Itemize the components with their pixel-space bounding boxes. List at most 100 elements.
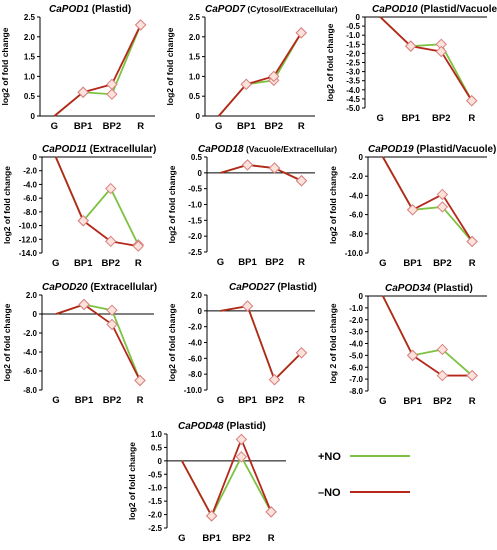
data-point-minus-no [435,45,447,58]
data-point-plus-no [106,304,118,316]
y-tick-label: -8.0 [23,208,37,217]
x-category-label: BP2 [265,395,283,406]
data-point-minus-no [77,86,89,98]
chart-panel-capod11: CaPOD11 (Extracellular) 0 -2.0 -4.0 -6.0 -8.0… [2,144,156,269]
x-category-label: G [377,113,384,124]
x-category-label: G [217,395,224,406]
x-category-label: G [379,396,386,407]
series-line-minus-no [220,305,303,382]
chart-panel-capod20: CaPOD20 (Extracellular) 2.0 0 -2.0 -4.0 -6.0 -… [2,282,157,406]
y-tick-label: 0 [33,310,38,319]
chart-panels: CaPOD1 (Plastid) 0 0.5 1.0 1.5 2.0 2.5 log2 of … [0,4,497,544]
chart-panel-capod1: CaPOD1 (Plastid) 0 0.5 1.0 1.5 2.0 2.5 log2 of … [0,4,155,132]
chart-title: CaPOD34 (Plastid) [385,283,473,294]
series-line-plus-no [382,156,473,243]
series-line-minus-no [379,16,473,102]
data-point-plus-no [436,201,449,213]
y-tick-label: -0.5 [188,185,202,194]
chart-title-gene: CaPOD27 [229,282,275,293]
x-category-label: G [52,395,59,406]
series-line-minus-no [220,164,302,182]
y-axis-label: log2 of fold change [167,303,177,381]
x-category-label: G [52,258,59,269]
chart-title: CaPOD10 (Plastid/Vacuole) [372,4,497,15]
x-category-label: G [217,257,224,268]
y-tick-label: -1.5 [346,40,360,49]
y-axis-label: log2 of fold change [328,166,338,244]
chart-title-gene: CaPOD10 [372,4,418,15]
chart-title-gene: CaPOD48 [178,421,224,432]
data-point-minus-no [268,374,281,386]
chart-title-location: (Extracellular) [87,144,156,155]
y-tick-label: 0 [359,153,364,162]
x-category-label: R [469,396,476,407]
x-category-label: BP2 [102,258,120,269]
y-tick-label: -6.0 [23,367,37,376]
y-axis-label: log2 of fold change [325,23,335,101]
chart-title: CaPOD27 (Plastid) [229,282,317,293]
x-category-label: BP2 [232,533,250,544]
x-category-label: R [468,113,475,124]
x-category-label: R [268,533,275,544]
y-tick-label: -0.5 [148,470,162,479]
y-tick-label: -3.5 [346,77,360,86]
data-point-minus-no [106,318,118,331]
y-tick-label: -2.0 [188,323,202,332]
data-point-minus-no [295,347,308,359]
y-axis-label: log2 of fold change [2,166,12,244]
chart-panel-capod19: CaPOD19 (Plastid/Vacuole) 0 -2.0 -4.0 -6.0 -8… [328,144,496,269]
y-tick-label: 2.5 [189,13,201,22]
chart-title-location: (Vacuole/Extracellular) [244,144,338,154]
chart-title-gene: CaPOD18 [198,144,244,155]
y-tick-label: 2.0 [26,291,38,300]
data-point-minus-no [436,369,449,382]
data-point-minus-no [406,349,419,362]
y-tick-label: -2.0 [148,511,162,520]
x-category-label: R [298,121,305,132]
x-category-label: BP1 [238,257,257,268]
y-tick-label: 0 [198,169,203,178]
y-tick-label: -1.0 [346,31,360,40]
series-line-minus-no [382,295,473,377]
y-tick-label: -10.0 [184,386,203,395]
data-point-minus-no [134,374,146,387]
chart-panel-capod34: CaPOD34 (Plastid) 0 -1.0 -2.0 -3.0 -4.0 -5.0 -6… [328,283,487,407]
series-line-minus-no [181,436,272,519]
y-tick-label: 1.5 [24,53,36,62]
y-axis-label: log2 of fold change [167,165,177,243]
y-tick-label: -5.0 [349,351,363,360]
x-category-label: BP1 [403,258,422,269]
y-tick-label: -6.0 [349,363,363,372]
x-category-label: G [379,258,386,269]
y-axis-label: log2 of fold change [0,27,10,105]
chart-title-gene: CaPOD20 [42,282,88,293]
chart-title-gene: CaPOD1 [49,4,89,15]
chart-title: CaPOD1 (Plastid) [49,4,131,15]
y-tick-label: 0.5 [151,443,163,452]
x-category-label: G [178,533,185,544]
y-tick-label: -4.0 [346,86,360,95]
y-tick-label: -2.0 [349,316,363,325]
y-tick-label: -2.0 [23,329,37,338]
chart-title: CaPOD11 (Extracellular) [42,144,156,155]
y-tick-label: 0 [158,457,163,466]
y-tick-label: 0 [198,307,203,316]
data-point-minus-no [240,78,252,91]
y-tick-label: -1.0 [188,201,202,210]
x-category-label: BP1 [402,113,421,124]
x-category-label: G [51,121,58,132]
y-tick-label: 0 [196,112,201,121]
data-point-minus-no [241,159,254,171]
x-category-label: BP1 [74,121,93,132]
y-tick-label: -1.5 [148,497,162,506]
y-tick-label: 1.5 [189,53,201,62]
y-axis-label: log 2 of fold change [328,303,338,384]
y-tick-label: -8.0 [349,387,363,396]
y-tick-label: -6.0 [349,211,363,220]
chart-title: CaPOD19 (Plastid/Vacuole) [368,144,496,155]
legend-label-minus-no: –NO [318,487,341,499]
y-tick-label: -8.0 [23,386,37,395]
x-category-label: BP1 [238,395,257,406]
y-tick-label: 0.5 [24,92,36,101]
y-tick-label: 0 [356,13,361,22]
